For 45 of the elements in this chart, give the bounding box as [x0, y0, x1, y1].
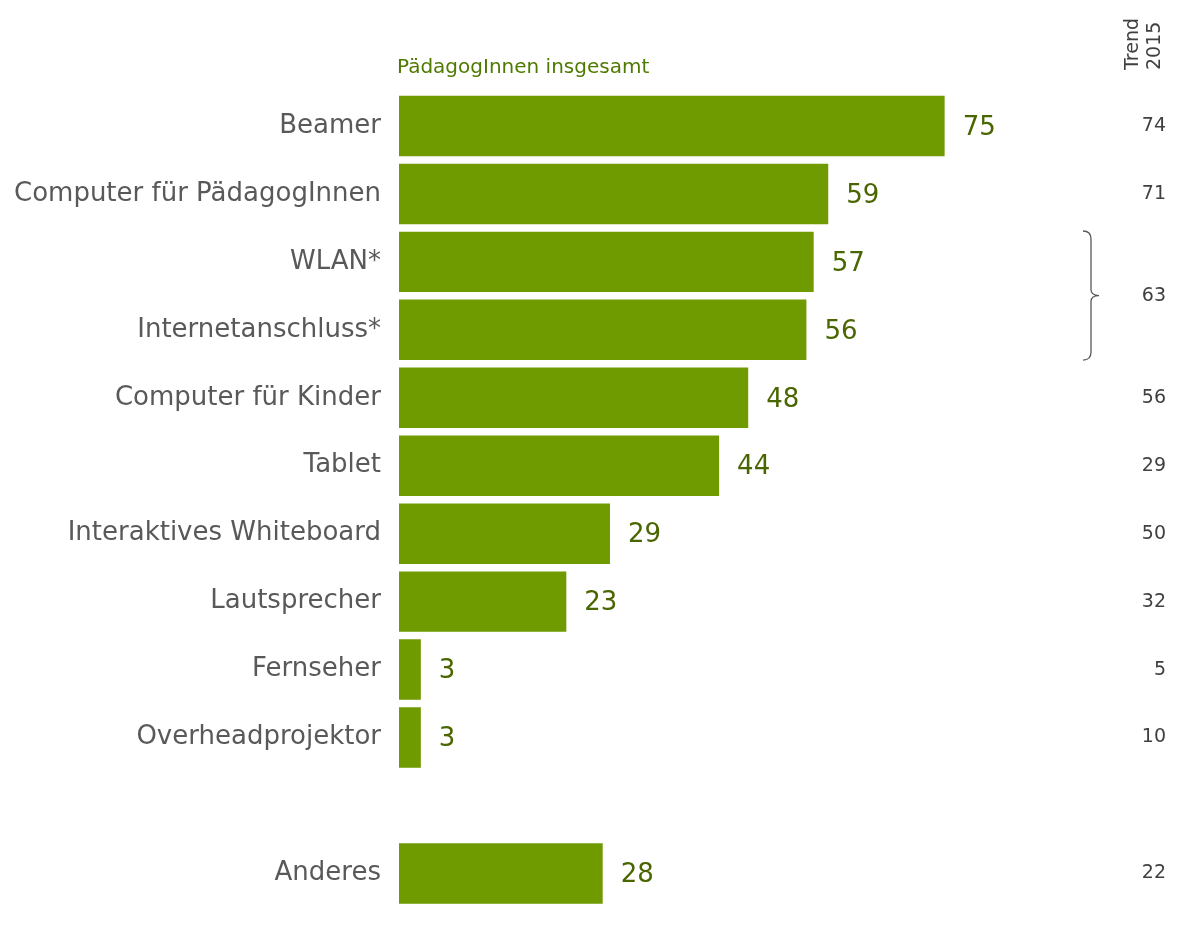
data-label: 3: [438, 654, 456, 685]
data-label: 29: [627, 518, 662, 549]
data-label: 57: [831, 246, 865, 277]
y-tick-label: Lautsprecher: [210, 584, 382, 615]
y-tick-label: WLAN*: [289, 244, 381, 275]
data-label: 23: [584, 586, 618, 617]
data-label: 48: [766, 382, 800, 413]
y-tick-label: Fernseher: [252, 652, 382, 683]
text: 32: [1141, 588, 1166, 611]
bar: [399, 707, 421, 768]
y-tick-label: Tablet: [302, 448, 381, 479]
text: 5: [1153, 656, 1166, 679]
text: 29: [1141, 452, 1166, 475]
text: Trend 2015: [1119, 18, 1164, 71]
data-label: 75: [962, 110, 996, 141]
text: 56: [1141, 384, 1166, 407]
bar: [399, 843, 603, 904]
y-tick-label: Anderes: [274, 856, 381, 887]
y-tick-label: Computer für PädagogInnen: [14, 176, 381, 207]
y-tick-label: Interaktives Whiteboard: [67, 516, 381, 547]
y-tick-label: Internetanschluss*: [137, 312, 381, 343]
bar: [399, 231, 814, 293]
data-label: 3: [438, 722, 456, 753]
text: 71: [1141, 180, 1166, 203]
bar: [399, 435, 720, 496]
y-tick-label: Computer für Kinder: [114, 380, 382, 411]
y-tick-label: Beamer: [279, 108, 382, 139]
text: 10: [1141, 724, 1166, 747]
series-label: PädagogInnen insgesamt: [397, 54, 650, 79]
text: 74: [1141, 112, 1166, 135]
data-label: 59: [846, 178, 880, 209]
bar: [399, 299, 807, 361]
bar: [399, 367, 749, 429]
bar: [399, 163, 829, 225]
text: 63: [1141, 282, 1166, 305]
data-label: 44: [737, 450, 771, 481]
text: 22: [1141, 860, 1166, 883]
bar: [399, 639, 421, 700]
data-label: 56: [824, 314, 858, 345]
text: 50: [1141, 520, 1166, 543]
y-tick-label: Overheadprojektor: [136, 720, 382, 751]
bar: [399, 503, 610, 564]
bar: [399, 571, 567, 632]
data-label: 28: [620, 858, 654, 889]
bar: [399, 95, 945, 157]
